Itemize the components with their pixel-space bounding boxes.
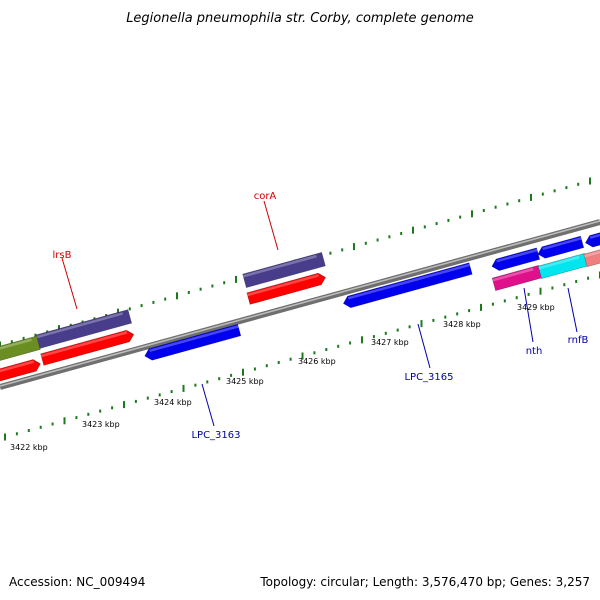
feature-shape-blue-cds-a — [491, 247, 541, 271]
gene-label-nth: nth — [526, 346, 543, 357]
gene-label-corA: corA — [254, 191, 277, 202]
feature-highlight-olive-feature — [0, 338, 32, 354]
feature-highlight-left-red-cds — [0, 360, 35, 376]
scale-label-3422: 3422 kbp — [10, 443, 48, 452]
feature-highlight-rnfB-cds — [538, 255, 580, 270]
feature-highlight-lrsB-cds — [40, 331, 128, 358]
feature-highlight-blue-cds-c — [589, 232, 600, 239]
feature-shape-blue-cds-b — [537, 235, 585, 259]
accession-text: Accession: NC_009494 — [9, 575, 145, 589]
feature-highlight-corA-cds — [247, 274, 320, 297]
feature-lrsB-cds — [40, 329, 135, 366]
callout-lines — [61, 200, 578, 427]
feature-highlight-blue-cds-b — [542, 237, 582, 251]
feature-highlight-LPC_3165-cds — [347, 263, 470, 300]
gene-label-rnfB: rnfB — [568, 335, 589, 346]
feature-blue-cds-c — [584, 230, 600, 248]
feature-shape-corA-feature — [242, 251, 326, 289]
genome-summary-text: Topology: circular; Length: 3,576,470 bp… — [259, 575, 590, 589]
feature-corA-cds — [246, 272, 326, 305]
callout-LPC_3163 — [201, 383, 215, 427]
feature-left-red-cds — [0, 359, 41, 385]
feature-highlight-nth-cds — [492, 267, 534, 282]
feature-corA-feature — [242, 251, 326, 289]
map-title: Legionella pneumophila str. Corby, compl… — [126, 11, 474, 26]
feature-highlight-corA-feature — [242, 254, 317, 278]
feature-shape-LPC_3163-cds — [144, 323, 242, 361]
feature-LPC_3165-cds — [342, 262, 473, 309]
gene-label-LPC_3165: LPC_3165 — [404, 372, 453, 383]
feature-blue-cds-a — [491, 247, 541, 271]
genome-backbone-highlight — [0, 220, 600, 387]
feature-pink-cds — [583, 246, 600, 268]
feature-track — [0, 230, 600, 385]
feature-shape-left-red-cds — [0, 359, 41, 385]
callout-LPC_3165 — [417, 323, 431, 369]
scale-label-3428: 3428 kbp — [443, 320, 481, 329]
callout-lrsB — [61, 257, 78, 310]
genome-backbone — [0, 219, 600, 390]
scale-label-3425: 3425 kbp — [226, 377, 264, 386]
feature-shape-blue-cds-c — [584, 230, 600, 248]
feature-highlight-lrsB-feature — [36, 312, 124, 339]
feature-highlight-blue-cds-a — [496, 248, 538, 263]
feature-shape-corA-cds — [246, 272, 326, 305]
feature-highlight-pink-cds — [584, 249, 600, 258]
reverse-scale-ticks — [4, 271, 600, 441]
gene-label-LPC_3163: LPC_3163 — [191, 430, 240, 441]
scale-label-3429: 3429 kbp — [517, 303, 555, 312]
feature-shape-olive-feature — [0, 335, 41, 365]
callout-corA — [263, 200, 279, 251]
feature-shape-lrsB-cds — [40, 329, 135, 366]
callout-nth — [523, 287, 534, 343]
feature-highlight-LPC_3163-cds — [149, 325, 239, 353]
callout-rnfB — [567, 287, 578, 333]
feature-LPC_3163-cds — [144, 323, 242, 361]
feature-shape-lrsB-feature — [35, 309, 133, 349]
feature-shape-LPC_3165-cds — [342, 262, 473, 309]
feature-shape-pink-cds — [583, 246, 600, 268]
feature-olive-feature — [0, 335, 41, 365]
feature-blue-cds-b — [537, 235, 585, 259]
feature-lrsB-feature — [35, 309, 133, 349]
scale-label-3424: 3424 kbp — [154, 398, 192, 407]
scale-label-3426: 3426 kbp — [298, 357, 336, 366]
scale-label-3423: 3423 kbp — [82, 420, 120, 429]
scale-label-3427: 3427 kbp — [371, 338, 409, 347]
gene-label-lrsB: lrsB — [53, 250, 72, 261]
